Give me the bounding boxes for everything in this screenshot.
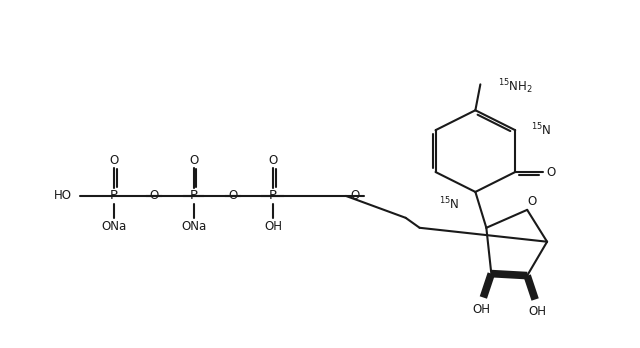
Text: P: P [110,189,118,203]
Text: O: O [350,189,360,203]
Text: $^{15}$N: $^{15}$N [531,122,552,139]
Text: ONa: ONa [101,220,127,233]
Text: O: O [527,195,537,208]
Text: O: O [547,166,556,179]
Text: O: O [189,153,198,167]
Text: $^{15}$N: $^{15}$N [439,196,460,212]
Text: OH: OH [472,303,490,316]
Text: P: P [189,189,198,203]
Text: ONa: ONa [181,220,206,233]
Text: HO: HO [54,189,72,203]
Text: O: O [269,153,278,167]
Text: O: O [149,189,158,203]
Text: OH: OH [528,305,546,318]
Text: O: O [228,189,238,203]
Text: O: O [109,153,118,167]
Text: $^{15}$NH$_2$: $^{15}$NH$_2$ [499,77,533,96]
Text: OH: OH [264,220,282,233]
Text: P: P [269,189,277,203]
